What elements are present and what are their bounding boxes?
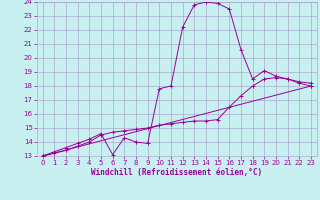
X-axis label: Windchill (Refroidissement éolien,°C): Windchill (Refroidissement éolien,°C): [91, 168, 262, 177]
